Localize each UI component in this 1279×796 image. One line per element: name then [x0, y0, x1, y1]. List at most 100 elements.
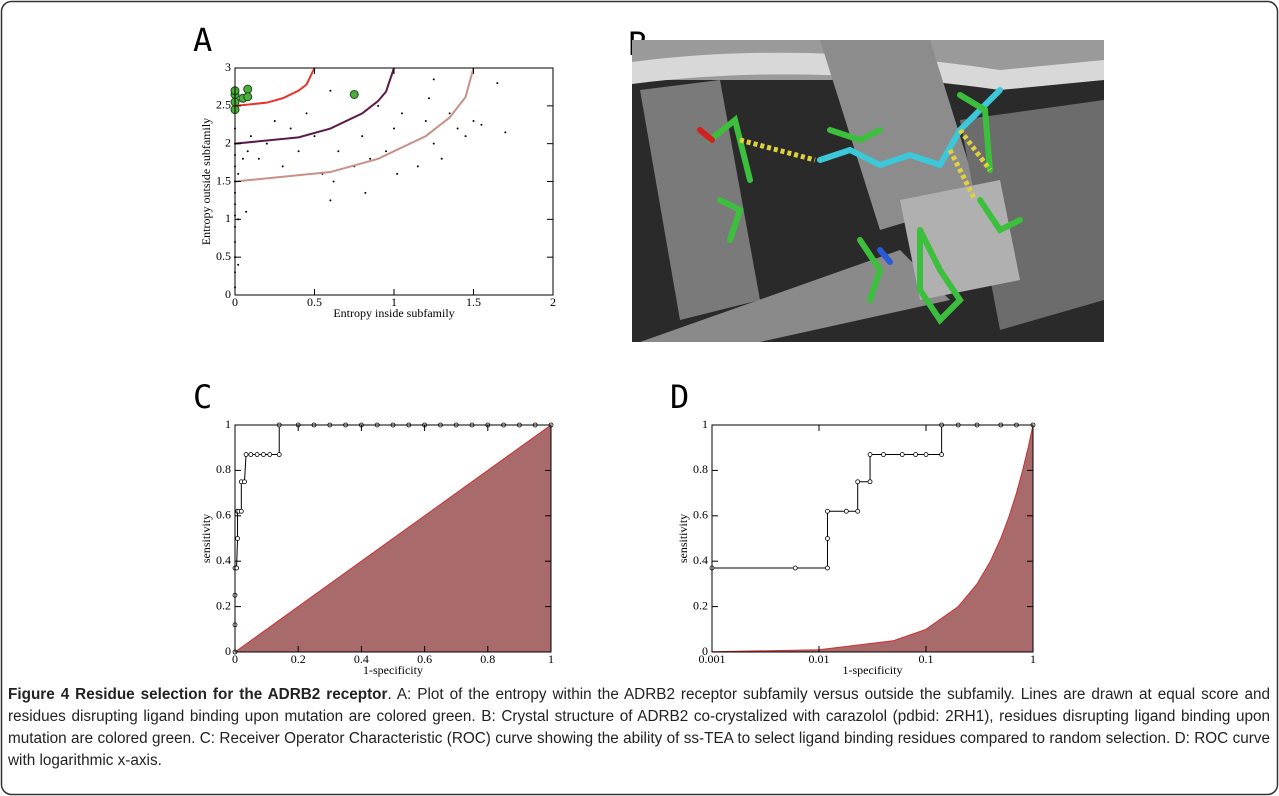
point: [250, 135, 252, 137]
point: [266, 143, 268, 145]
x-tick-label: 0.2: [291, 652, 306, 666]
random-area: [712, 425, 1033, 652]
point: [268, 453, 272, 457]
panel-label: A: [193, 21, 212, 59]
point: [333, 181, 335, 183]
point: [385, 150, 387, 152]
y-tick-label: 2.5: [216, 98, 231, 112]
point: [247, 150, 249, 152]
point: [856, 509, 860, 513]
point: [393, 128, 395, 130]
point: [377, 105, 379, 107]
x-axis-label: Entropy inside subfamily: [333, 306, 454, 320]
point: [457, 128, 459, 130]
figure-canvas: B A00.511.5200.511.522.53Entropy ins: [0, 0, 1279, 796]
y-tick-label: 0.4: [216, 553, 231, 567]
point: [401, 112, 403, 114]
point: [237, 173, 239, 175]
panel-label: D: [670, 378, 689, 416]
point: [361, 135, 363, 137]
point: [496, 82, 498, 84]
point: [473, 120, 475, 122]
x-tick-label: 0.8: [480, 652, 495, 666]
figure: B A00.511.5200.511.522.53Entropy ins: [0, 0, 1279, 796]
point: [261, 453, 265, 457]
y-tick-label: 0.6: [693, 508, 708, 522]
point: [480, 124, 482, 126]
y-tick-label: 3: [225, 60, 231, 74]
point: [504, 131, 506, 133]
y-tick-label: 0.2: [693, 598, 708, 612]
caption-title: Figure 4 Residue selection for the ADRB2…: [8, 686, 387, 703]
x-tick-label: 1: [1030, 652, 1036, 666]
y-tick-label: 1: [702, 417, 708, 431]
point: [449, 112, 451, 114]
point: [369, 158, 371, 160]
point: [239, 509, 243, 513]
x-tick-label: 0.1: [919, 652, 934, 666]
y-tick-label: 0: [702, 644, 708, 658]
point: [868, 480, 872, 484]
caption: Figure 4 Residue selection for the ADRB2…: [8, 684, 1270, 772]
y-tick-label: 1: [225, 211, 231, 225]
point: [244, 453, 248, 457]
point: [329, 199, 331, 201]
curve: [235, 68, 474, 182]
curve: [235, 68, 394, 144]
x-tick-label: 1.5: [466, 295, 481, 309]
y-tick-label: 0.6: [216, 508, 231, 522]
point: [914, 453, 918, 457]
x-tick-label: 0.5: [307, 295, 322, 309]
y-tick-label: 0.8: [216, 462, 231, 476]
point: [881, 453, 885, 457]
point: [337, 150, 339, 152]
point: [237, 264, 239, 266]
green-point: [244, 93, 252, 101]
point: [825, 537, 829, 541]
x-axis-label: 1-specificity: [843, 663, 903, 677]
x-tick-label: 0: [232, 295, 238, 309]
point: [364, 192, 366, 194]
plot-frame: [235, 68, 553, 295]
y-tick-label: 1: [225, 417, 231, 431]
green-point: [244, 85, 252, 93]
y-tick-label: 0.8: [693, 462, 708, 476]
point: [465, 135, 467, 137]
point: [274, 120, 276, 122]
y-tick-label: 0: [225, 644, 231, 658]
point: [940, 453, 944, 457]
random-area: [235, 425, 551, 652]
y-tick-label: 0.5: [216, 249, 231, 263]
point: [245, 211, 247, 213]
point: [258, 158, 260, 160]
y-axis-label: sensitivity: [199, 514, 213, 563]
curve: [712, 425, 1033, 568]
point: [825, 566, 829, 570]
y-tick-label: 1.5: [216, 173, 231, 187]
point: [255, 453, 259, 457]
point: [282, 165, 284, 167]
point: [924, 453, 928, 457]
point: [277, 453, 281, 457]
panel-label: C: [193, 378, 212, 416]
point: [856, 480, 860, 484]
y-tick-label: 2: [225, 135, 231, 149]
point: [793, 566, 797, 570]
point: [242, 158, 244, 160]
y-axis-label: sensitivity: [676, 514, 690, 563]
x-axis-label: 1-specificity: [363, 663, 423, 677]
point: [433, 143, 435, 145]
point: [329, 90, 331, 92]
y-axis-label: Entropy outside subfamily: [199, 118, 213, 245]
x-tick-label: 0: [232, 652, 238, 666]
point: [314, 135, 316, 137]
point: [236, 537, 240, 541]
point: [290, 128, 292, 130]
point: [441, 158, 443, 160]
structure-image: [632, 40, 1104, 342]
point: [425, 120, 427, 122]
point: [396, 173, 398, 175]
point: [306, 112, 308, 114]
x-tick-label: 0.01: [809, 652, 830, 666]
y-tick-label: 0.4: [693, 553, 708, 567]
